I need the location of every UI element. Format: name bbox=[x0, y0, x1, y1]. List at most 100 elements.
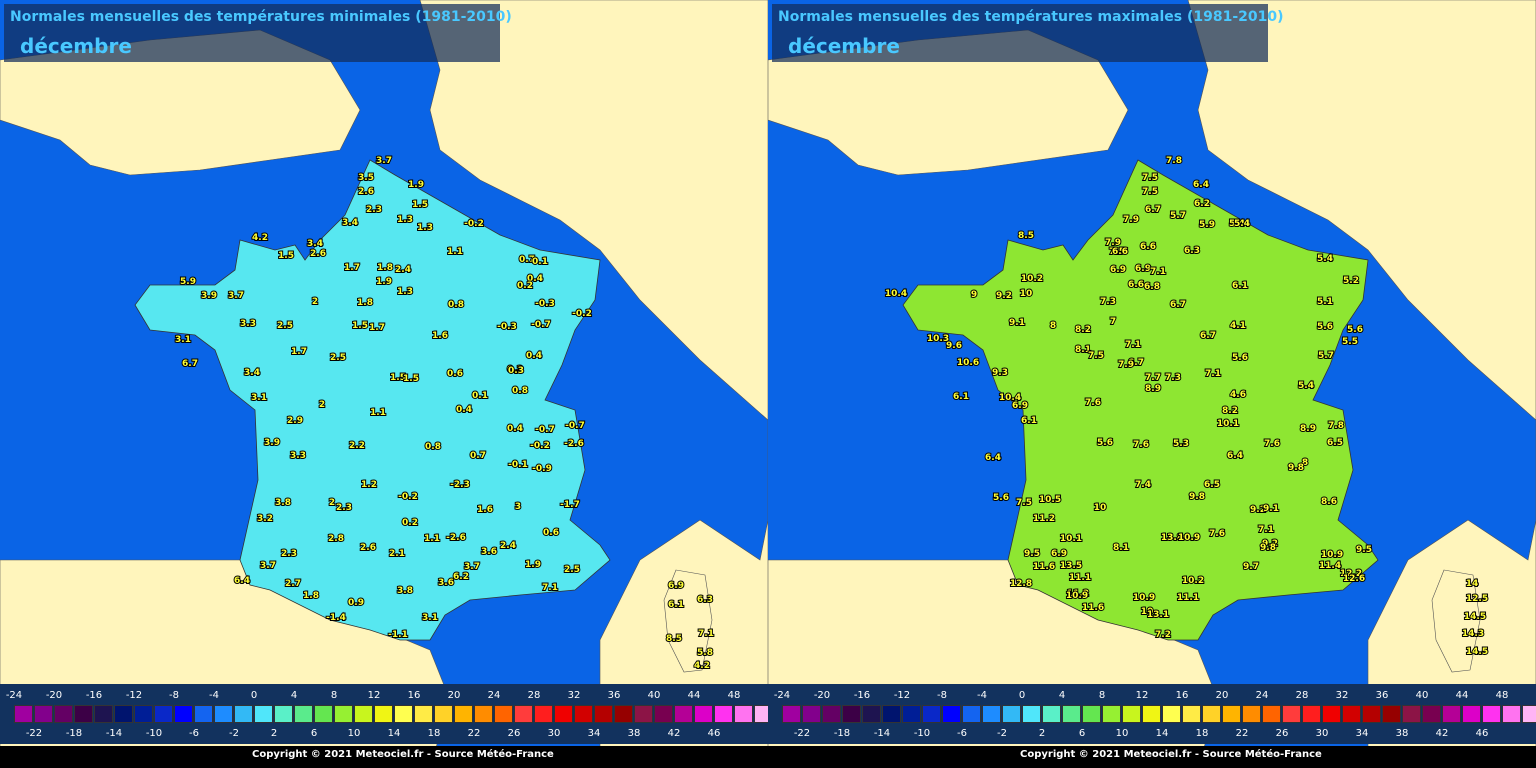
legend-swatch bbox=[154, 705, 173, 723]
legend-tick-top: -20 bbox=[813, 690, 831, 701]
station-label: 4.1 bbox=[1230, 321, 1246, 331]
station-label: 13.1 bbox=[1147, 610, 1169, 620]
legend-tick-top: 4 bbox=[1058, 690, 1066, 701]
station-label: -0.2 bbox=[572, 309, 592, 319]
station-label: -1.4 bbox=[326, 613, 346, 623]
legend-tick-bottom: 18 bbox=[427, 728, 441, 739]
station-label: 10.9 bbox=[1133, 593, 1155, 603]
station-label: 7 bbox=[1110, 317, 1116, 327]
legend-swatch bbox=[34, 705, 53, 723]
station-label: 14.3 bbox=[1462, 629, 1484, 639]
station-label: 1.1 bbox=[447, 247, 463, 257]
legend-swatch bbox=[334, 705, 353, 723]
title-box: Normales mensuelles des températures min… bbox=[4, 4, 512, 62]
legend-tick-top: 20 bbox=[1215, 690, 1229, 701]
station-label: 9.3 bbox=[992, 368, 1008, 378]
station-label: 0.4 bbox=[456, 405, 472, 415]
station-label: 9.6 bbox=[946, 341, 962, 351]
station-label: 3.2 bbox=[257, 514, 273, 524]
station-label: 5.6 bbox=[1347, 325, 1363, 335]
station-label: 7.5 bbox=[1088, 351, 1104, 361]
station-label: 1.5 bbox=[403, 374, 419, 384]
station-label: 9.5 bbox=[1024, 549, 1040, 559]
legend-swatch bbox=[902, 705, 921, 723]
station-label: 3 bbox=[515, 502, 521, 512]
land-corsica bbox=[1431, 569, 1481, 673]
legend-tick-top: 0 bbox=[1018, 690, 1026, 701]
legend-swatch bbox=[514, 705, 533, 723]
legend-swatch bbox=[982, 705, 1001, 723]
station-label: -0.2 bbox=[398, 492, 418, 502]
station-label: 3.1 bbox=[422, 613, 438, 623]
legend-swatch bbox=[1322, 705, 1341, 723]
station-label: 11.2 bbox=[1033, 514, 1055, 524]
station-label: 1.3 bbox=[417, 223, 433, 233]
min-temperature-map-panel: 3.7 3.5 2.6 1.9 2.3 1.5 1.3 3.4 1.3 -0.2 4.2 3.4 2.6… bbox=[0, 0, 768, 768]
copyright-text: Copyright © 2021 Meteociel.fr - Source M… bbox=[1020, 749, 1322, 760]
station-label: 0.1 bbox=[532, 257, 548, 267]
legend-swatch bbox=[942, 705, 961, 723]
legend-tick-top: 28 bbox=[527, 690, 541, 701]
legend-swatch bbox=[194, 705, 213, 723]
station-label: 1.8 bbox=[357, 298, 373, 308]
legend-tick-top: -12 bbox=[125, 690, 143, 701]
legend-swatch bbox=[1482, 705, 1501, 723]
station-label: 1.1 bbox=[370, 408, 386, 418]
legend-tick-top: -24 bbox=[773, 690, 791, 701]
land-corsica bbox=[663, 569, 713, 673]
station-label: 0.8 bbox=[448, 300, 464, 310]
station-label: 1.7 bbox=[369, 323, 385, 333]
legend-tick-bottom: 42 bbox=[667, 728, 681, 739]
legend-tick-top: 16 bbox=[1175, 690, 1189, 701]
station-label: 10.2 bbox=[1182, 576, 1204, 586]
legend-swatch bbox=[234, 705, 253, 723]
legend-tick-bottom: 46 bbox=[707, 728, 721, 739]
station-label: 3.6 bbox=[481, 547, 497, 557]
station-label: 10.9 bbox=[1321, 550, 1343, 560]
station-label: 10.2 bbox=[1021, 274, 1043, 284]
station-label: 10 bbox=[1141, 607, 1154, 617]
station-label: 6.9 bbox=[668, 581, 684, 591]
legend-tick-top: -4 bbox=[209, 690, 219, 701]
station-label: 10 bbox=[1020, 289, 1033, 299]
legend-tick-bottom: -22 bbox=[25, 728, 43, 739]
station-label: 6.9 bbox=[1012, 401, 1028, 411]
legend-swatch bbox=[1202, 705, 1221, 723]
legend-swatch bbox=[374, 705, 393, 723]
station-label: 2.5 bbox=[277, 321, 293, 331]
copyright-bar: Copyright © 2021 Meteociel.fr - Source M… bbox=[0, 746, 768, 768]
station-label: 11.4 bbox=[1319, 561, 1341, 571]
station-label: 5.8 bbox=[697, 648, 713, 658]
legend-tick-bottom: 34 bbox=[587, 728, 601, 739]
station-labels: 7.87.57.56.46.27.96.75.75.9 5.48.57.97.56… bbox=[884, 155, 1489, 658]
station-label: 7.5 bbox=[1142, 187, 1158, 197]
station-label: 14.5 bbox=[1466, 647, 1488, 657]
station-label: 5.6 bbox=[1097, 438, 1113, 448]
legend-tick-top: -24 bbox=[5, 690, 23, 701]
station-label: 1.6 bbox=[432, 331, 448, 341]
station-label: 9.2 bbox=[1262, 539, 1278, 549]
copyright-text: Copyright © 2021 Meteociel.fr - Source M… bbox=[252, 749, 554, 760]
legend-swatch bbox=[922, 705, 941, 723]
station-label: 9.1 bbox=[1009, 318, 1025, 328]
station-label: -2.6 bbox=[446, 533, 466, 543]
legend-swatch bbox=[1502, 705, 1521, 723]
station-label: 7.6 bbox=[1133, 440, 1149, 450]
legend-swatch bbox=[694, 705, 713, 723]
legend-tick-top: 48 bbox=[1495, 690, 1509, 701]
station-label: 7.7 bbox=[1145, 373, 1161, 383]
legend-tick-top: -12 bbox=[893, 690, 911, 701]
legend-tick-top: 24 bbox=[487, 690, 501, 701]
station-label: 3.3 bbox=[240, 319, 256, 329]
station-label: 8.2 bbox=[1075, 325, 1091, 335]
legend-swatch bbox=[1022, 705, 1041, 723]
station-label: 0.2 bbox=[402, 518, 418, 528]
station-label: 3.7 bbox=[464, 562, 480, 572]
station-label: 1.2 bbox=[361, 480, 377, 490]
station-label: 2.5 bbox=[330, 353, 346, 363]
color-scale-legend: -24 -20 -16 -12 -8 -4 0 4 8 12 16 20 24 28 32 36 40 44 48-… bbox=[768, 684, 1536, 744]
station-label: 2.2 bbox=[349, 441, 365, 451]
legend-tick-bottom: 22 bbox=[467, 728, 481, 739]
station-label: 5.4 bbox=[1234, 219, 1250, 229]
station-label: 7.1 bbox=[1150, 267, 1166, 277]
